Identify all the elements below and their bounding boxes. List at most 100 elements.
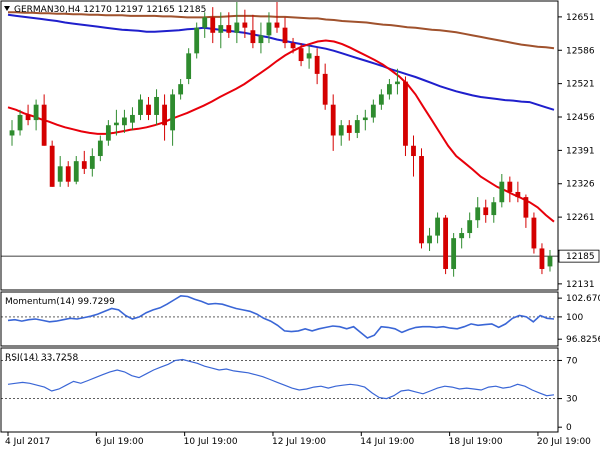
candle-body — [515, 191, 521, 198]
candle — [338, 120, 344, 146]
time-tick-label: 18 Jul 19:00 — [449, 437, 503, 447]
candle-body — [154, 96, 159, 115]
time-tick-label: 12 Jul 19:00 — [272, 437, 326, 447]
candle-body — [113, 122, 119, 126]
candle-body — [467, 220, 473, 234]
collapse-triangle-icon[interactable] — [4, 6, 10, 11]
candle-body — [226, 25, 232, 33]
candle — [322, 63, 328, 110]
candle-body — [9, 130, 15, 136]
candle-body — [322, 73, 328, 105]
candle — [314, 48, 320, 85]
candle-body — [97, 140, 103, 157]
momentum-line — [7, 294, 555, 339]
candle — [234, 2, 240, 44]
candle-body — [33, 104, 39, 121]
candle — [475, 197, 481, 228]
candle — [386, 79, 392, 100]
candle-body — [531, 217, 537, 249]
candle-body — [547, 256, 553, 267]
candle-body — [138, 99, 143, 115]
momentum-tick-label: 100 — [566, 313, 583, 323]
candle-body — [57, 166, 63, 182]
candle — [57, 156, 63, 187]
candle-body — [314, 55, 320, 74]
candle-body — [386, 84, 392, 95]
candle — [65, 161, 71, 187]
candle-body — [411, 145, 416, 157]
price-tick-label: 12261 — [566, 213, 595, 223]
candle — [306, 45, 312, 69]
candle-body — [130, 114, 135, 123]
candle — [507, 176, 513, 203]
time-tick-label: 4 Jul 2017 — [5, 437, 50, 447]
candle-body — [194, 27, 200, 54]
candle — [523, 194, 529, 228]
sma-brown-line — [8, 11, 555, 50]
candle-body — [338, 125, 344, 136]
candle — [186, 48, 192, 85]
candle — [122, 109, 127, 133]
candle-body — [507, 181, 513, 192]
candle-body — [491, 202, 497, 216]
candle-body — [330, 104, 336, 136]
candle — [451, 233, 457, 277]
price-tick-label: 12586 — [566, 46, 595, 56]
candle-body — [475, 207, 481, 221]
candle — [202, 12, 208, 38]
time-tick-label: 20 Jul 19:00 — [537, 437, 591, 447]
candle-body — [298, 48, 304, 62]
candle — [105, 120, 111, 146]
candle-body — [266, 22, 272, 36]
candle — [218, 12, 224, 49]
candle-body — [17, 114, 23, 131]
sma-blue-line — [7, 13, 555, 111]
candle-body — [403, 81, 408, 146]
candle — [330, 94, 336, 151]
rsi-layer — [1, 358, 558, 400]
candle-body — [105, 125, 111, 141]
rsi-tick-label: 70 — [566, 356, 578, 366]
price-tick-label: 12391 — [566, 146, 595, 156]
candle-body — [539, 248, 545, 269]
candle — [250, 14, 256, 49]
candle-body — [354, 120, 360, 133]
candle-body — [306, 53, 312, 59]
candle — [178, 79, 184, 100]
sma-red-line — [7, 39, 555, 223]
candle-body — [186, 53, 192, 80]
symbol-ohlc-header: GERMAN30,H4 12170 12197 12165 12185 — [14, 5, 206, 15]
time-tick-label: 14 Jul 19:00 — [360, 437, 414, 447]
candle — [419, 148, 424, 249]
price-tick-label: 12456 — [566, 113, 595, 123]
price-tick-label: 12521 — [566, 80, 595, 90]
candle — [73, 156, 79, 185]
candle — [130, 107, 135, 131]
candle — [33, 99, 39, 131]
candle — [41, 94, 47, 146]
candle — [483, 199, 489, 223]
candle-body — [178, 84, 184, 95]
time-tick-label: 6 Jul 19:00 — [95, 437, 144, 447]
rsi-label: RSI(14) 33.7258 — [5, 353, 78, 363]
candle — [547, 249, 553, 272]
rsi-tick-label: 0 — [566, 423, 572, 433]
candle-body — [210, 17, 216, 33]
candle-body — [234, 22, 240, 33]
current-price-tag — [558, 249, 600, 263]
momentum-label: Momentum(14) 99.7299 — [5, 297, 115, 307]
candle — [298, 43, 304, 67]
candle — [258, 22, 264, 54]
candle — [515, 181, 521, 203]
candle — [491, 197, 497, 223]
candle — [427, 227, 432, 252]
candle — [49, 140, 55, 187]
candle — [467, 212, 473, 239]
candle — [395, 68, 400, 95]
candle-body — [258, 35, 264, 44]
candle — [25, 104, 31, 126]
candle — [435, 212, 440, 244]
price-tick-label: 12131 — [566, 280, 595, 290]
candle — [9, 120, 15, 146]
